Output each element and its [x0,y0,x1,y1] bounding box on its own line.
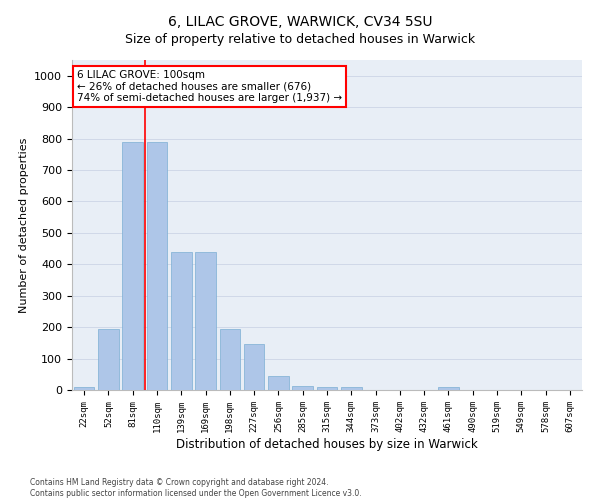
Text: 6 LILAC GROVE: 100sqm
← 26% of detached houses are smaller (676)
74% of semi-det: 6 LILAC GROVE: 100sqm ← 26% of detached … [77,70,342,103]
Text: Size of property relative to detached houses in Warwick: Size of property relative to detached ho… [125,32,475,46]
Bar [317,387,337,390]
Bar [98,330,119,390]
Bar [292,386,313,390]
Bar [171,252,191,390]
Bar [220,328,240,390]
Bar [268,376,289,390]
Text: Contains HM Land Registry data © Crown copyright and database right 2024.
Contai: Contains HM Land Registry data © Crown c… [30,478,362,498]
Bar [341,388,362,390]
Bar [195,252,216,390]
Text: 6, LILAC GROVE, WARWICK, CV34 5SU: 6, LILAC GROVE, WARWICK, CV34 5SU [168,15,432,29]
Bar [244,344,265,390]
X-axis label: Distribution of detached houses by size in Warwick: Distribution of detached houses by size … [176,438,478,450]
Bar [438,388,459,390]
Bar [122,142,143,390]
Y-axis label: Number of detached properties: Number of detached properties [19,138,29,312]
Bar [146,142,167,390]
Bar [74,387,94,390]
